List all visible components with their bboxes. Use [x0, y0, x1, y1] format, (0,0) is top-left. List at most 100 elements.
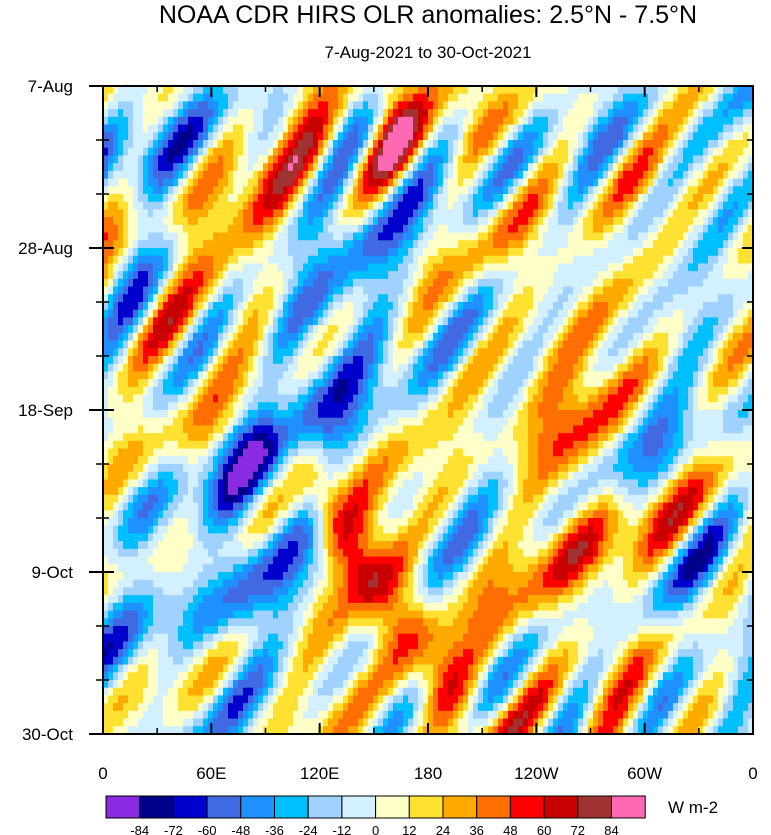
- heatmap-cell: [548, 309, 554, 319]
- heatmap-cell: [288, 332, 294, 342]
- heatmap-cell: [513, 186, 519, 195]
- heatmap-cell: [653, 348, 659, 357]
- heatmap-cell: [403, 109, 409, 118]
- heatmap-cell: [383, 209, 389, 218]
- heatmap-cell: [648, 332, 654, 342]
- heatmap-cell: [618, 116, 624, 126]
- heatmap-cell: [658, 286, 664, 295]
- heatmap-cell: [718, 232, 724, 241]
- heatmap-cell: [243, 209, 249, 218]
- heatmap-cell: [603, 224, 609, 234]
- heatmap-cell: [358, 278, 364, 288]
- heatmap-cell: [563, 309, 569, 319]
- heatmap-cell: [438, 186, 444, 195]
- heatmap-cell: [223, 348, 229, 357]
- heatmap-cell: [508, 317, 514, 326]
- heatmap-cell: [283, 86, 289, 95]
- heatmap-cell: [333, 232, 339, 241]
- heatmap-cell: [193, 178, 199, 187]
- heatmap-cell: [673, 325, 679, 334]
- heatmap-cell: [203, 271, 209, 280]
- heatmap-cell: [273, 178, 279, 187]
- heatmap-cell: [233, 317, 239, 326]
- heatmap-cell: [163, 340, 169, 349]
- heatmap-cell: [568, 124, 574, 133]
- heatmap-cell: [508, 170, 514, 180]
- heatmap-cell: [403, 286, 409, 295]
- heatmap-cell: [713, 348, 719, 357]
- heatmap-cell: [158, 371, 164, 380]
- heatmap-cell: [433, 286, 439, 295]
- heatmap-cell: [348, 232, 354, 241]
- heatmap-cell: [738, 340, 744, 349]
- heatmap-cell: [458, 240, 464, 249]
- heatmap-cell: [408, 201, 414, 211]
- heatmap-cell: [118, 240, 124, 249]
- heatmap-cell: [578, 217, 584, 226]
- heatmap-cell: [573, 294, 579, 303]
- heatmap-cell: [518, 147, 524, 157]
- heatmap-cell: [623, 286, 629, 295]
- heatmap-cell: [133, 363, 139, 373]
- heatmap-cell: [253, 101, 259, 110]
- heatmap-cell: [718, 240, 724, 249]
- heatmap-cell: [173, 371, 179, 380]
- heatmap-cell: [693, 201, 699, 211]
- heatmap-cell: [533, 263, 539, 272]
- heatmap-cell: [443, 201, 449, 211]
- heatmap-cell: [428, 101, 434, 110]
- heatmap-cell: [718, 356, 724, 365]
- heatmap-cell: [633, 255, 639, 265]
- heatmap-cell: [328, 294, 334, 303]
- heatmap-cell: [388, 132, 394, 141]
- heatmap-cell: [338, 325, 344, 334]
- heatmap-cell: [108, 302, 114, 311]
- heatmap-cell: [568, 186, 574, 195]
- heatmap-cell: [668, 186, 674, 195]
- heatmap-cell: [428, 286, 434, 295]
- heatmap-cell: [203, 248, 209, 257]
- heatmap-cell: [128, 371, 134, 380]
- heatmap-cell: [578, 278, 584, 288]
- heatmap-cell: [388, 93, 394, 103]
- heatmap-cell: [458, 163, 464, 172]
- heatmap-cell: [538, 132, 544, 141]
- heatmap-cell: [253, 271, 259, 280]
- heatmap-cell: [133, 147, 139, 157]
- heatmap-cell: [613, 263, 619, 272]
- heatmap-cell: [148, 309, 154, 319]
- heatmap-cell: [183, 209, 189, 218]
- heatmap-cell: [503, 101, 509, 110]
- heatmap-cell: [573, 109, 579, 118]
- heatmap-cell: [108, 93, 114, 103]
- heatmap-cell: [513, 163, 519, 172]
- heatmap-cell: [388, 155, 394, 164]
- heatmap-cell: [148, 379, 154, 388]
- heatmap-cell: [398, 217, 404, 226]
- heatmap-cell: [743, 132, 749, 141]
- heatmap-cell: [558, 140, 564, 149]
- heatmap-cell: [468, 170, 474, 180]
- heatmap-cell: [438, 356, 444, 365]
- heatmap-cell: [253, 302, 259, 311]
- heatmap-cell: [568, 147, 574, 157]
- heatmap-cell: [593, 147, 599, 157]
- heatmap-cell: [253, 232, 259, 241]
- heatmap-cell: [268, 332, 274, 342]
- heatmap-cell: [653, 263, 659, 272]
- heatmap-cell: [443, 186, 449, 195]
- heatmap-cell: [483, 325, 489, 334]
- heatmap-cell: [233, 240, 239, 249]
- heatmap-cell: [718, 317, 724, 326]
- heatmap-cell: [738, 217, 744, 226]
- heatmap-cell: [443, 278, 449, 288]
- heatmap-cell: [248, 340, 254, 349]
- heatmap-cell: [408, 240, 414, 249]
- heatmap-cell: [538, 248, 544, 257]
- heatmap-cell: [708, 278, 714, 288]
- heatmap-cell: [588, 363, 594, 373]
- heatmap-cell: [583, 325, 589, 334]
- heatmap-cell: [303, 109, 309, 118]
- heatmap-cell: [563, 332, 569, 342]
- heatmap-cell: [228, 278, 234, 288]
